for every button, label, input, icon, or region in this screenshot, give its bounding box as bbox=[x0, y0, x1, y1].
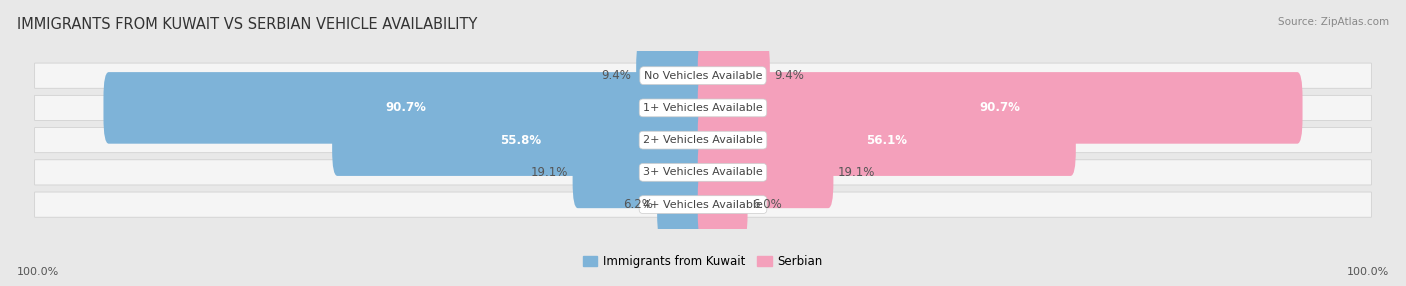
Text: No Vehicles Available: No Vehicles Available bbox=[644, 71, 762, 81]
Text: 4+ Vehicles Available: 4+ Vehicles Available bbox=[643, 200, 763, 210]
FancyBboxPatch shape bbox=[35, 95, 1371, 120]
Text: 3+ Vehicles Available: 3+ Vehicles Available bbox=[643, 167, 763, 177]
Text: 100.0%: 100.0% bbox=[17, 267, 59, 277]
FancyBboxPatch shape bbox=[104, 72, 709, 144]
FancyBboxPatch shape bbox=[572, 137, 709, 208]
FancyBboxPatch shape bbox=[697, 72, 1302, 144]
Text: 90.7%: 90.7% bbox=[385, 102, 426, 114]
FancyBboxPatch shape bbox=[332, 104, 709, 176]
Text: 19.1%: 19.1% bbox=[838, 166, 876, 179]
FancyBboxPatch shape bbox=[636, 40, 709, 112]
Text: 55.8%: 55.8% bbox=[499, 134, 541, 147]
Text: 2+ Vehicles Available: 2+ Vehicles Available bbox=[643, 135, 763, 145]
FancyBboxPatch shape bbox=[35, 63, 1371, 88]
Text: 9.4%: 9.4% bbox=[775, 69, 804, 82]
FancyBboxPatch shape bbox=[697, 104, 1076, 176]
FancyBboxPatch shape bbox=[35, 160, 1371, 185]
Text: 6.0%: 6.0% bbox=[752, 198, 782, 211]
FancyBboxPatch shape bbox=[35, 192, 1371, 217]
Text: 9.4%: 9.4% bbox=[602, 69, 631, 82]
FancyBboxPatch shape bbox=[657, 169, 709, 241]
FancyBboxPatch shape bbox=[697, 169, 748, 241]
FancyBboxPatch shape bbox=[697, 40, 770, 112]
Text: 1+ Vehicles Available: 1+ Vehicles Available bbox=[643, 103, 763, 113]
FancyBboxPatch shape bbox=[35, 128, 1371, 153]
Text: 19.1%: 19.1% bbox=[530, 166, 568, 179]
Legend: Immigrants from Kuwait, Serbian: Immigrants from Kuwait, Serbian bbox=[578, 250, 828, 273]
Text: Source: ZipAtlas.com: Source: ZipAtlas.com bbox=[1278, 17, 1389, 27]
Text: 100.0%: 100.0% bbox=[1347, 267, 1389, 277]
Text: 56.1%: 56.1% bbox=[866, 134, 907, 147]
FancyBboxPatch shape bbox=[697, 137, 834, 208]
Text: 6.2%: 6.2% bbox=[623, 198, 652, 211]
Text: 90.7%: 90.7% bbox=[980, 102, 1021, 114]
Text: IMMIGRANTS FROM KUWAIT VS SERBIAN VEHICLE AVAILABILITY: IMMIGRANTS FROM KUWAIT VS SERBIAN VEHICL… bbox=[17, 17, 477, 32]
